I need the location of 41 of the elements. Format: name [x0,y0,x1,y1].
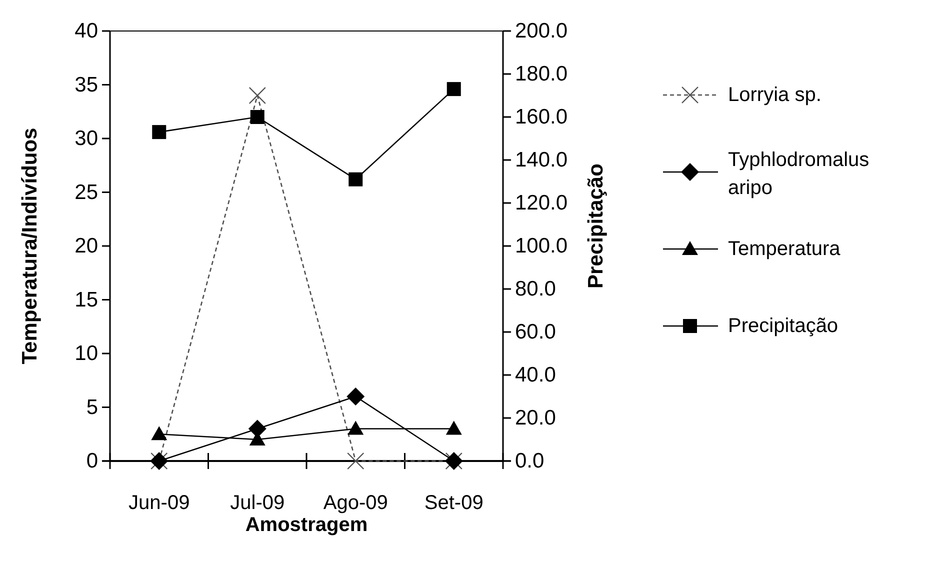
y-tick-label: 30 [74,127,98,150]
y2-tick-label: 120.0 [515,192,568,215]
y2-tick-label: 40.0 [515,364,556,387]
y-tick-label: 40 [74,20,98,43]
y2-tick-label: 20.0 [515,406,556,430]
y-tick-label: 25 [74,180,98,204]
point [446,420,462,435]
point [152,125,166,140]
x-tick-label: Set-09 [424,492,484,514]
y2-axis-title: Precipitação [584,164,608,288]
y-tick-label: 5 [86,396,98,419]
y2-tick-label: 200.0 [515,20,568,43]
x-axis-title: Amostragem [245,514,368,536]
y2-tick-label: 0.0 [515,450,544,473]
legend-label: Temperatura [728,238,842,260]
point [348,172,363,186]
point [151,426,168,440]
x-tick-label: Ago-09 [323,492,388,514]
y2-tick-label: 180.0 [515,62,568,86]
y-tick-label: 0 [86,450,98,473]
point [248,86,266,104]
legend-label: Typhlodromalus aripo [728,149,870,199]
point [346,388,365,406]
y-tick-label: 20 [74,234,98,258]
y2-tick-label: 100.0 [515,234,568,258]
y2-tick-label: 80.0 [515,278,556,301]
y-tick-label: 10 [74,342,98,366]
point [348,420,364,435]
point [446,82,461,96]
x-tick-label: Jul-09 [230,492,285,514]
y2-tick-label: 140.0 [515,148,568,172]
y-tick-label: 15 [74,288,98,312]
legend-label: Precipitação [728,315,838,337]
x-tick-label: Jun-09 [128,492,190,514]
y2-tick-label: 60.0 [515,320,556,344]
y-axis-title: Temperatura/Indivíduos [18,128,42,364]
legend-label: Lorryia sp. [728,84,822,106]
y2-tick-label: 160.0 [515,106,568,129]
point [347,452,364,470]
point [250,110,264,124]
y-tick-label: 35 [74,73,98,96]
